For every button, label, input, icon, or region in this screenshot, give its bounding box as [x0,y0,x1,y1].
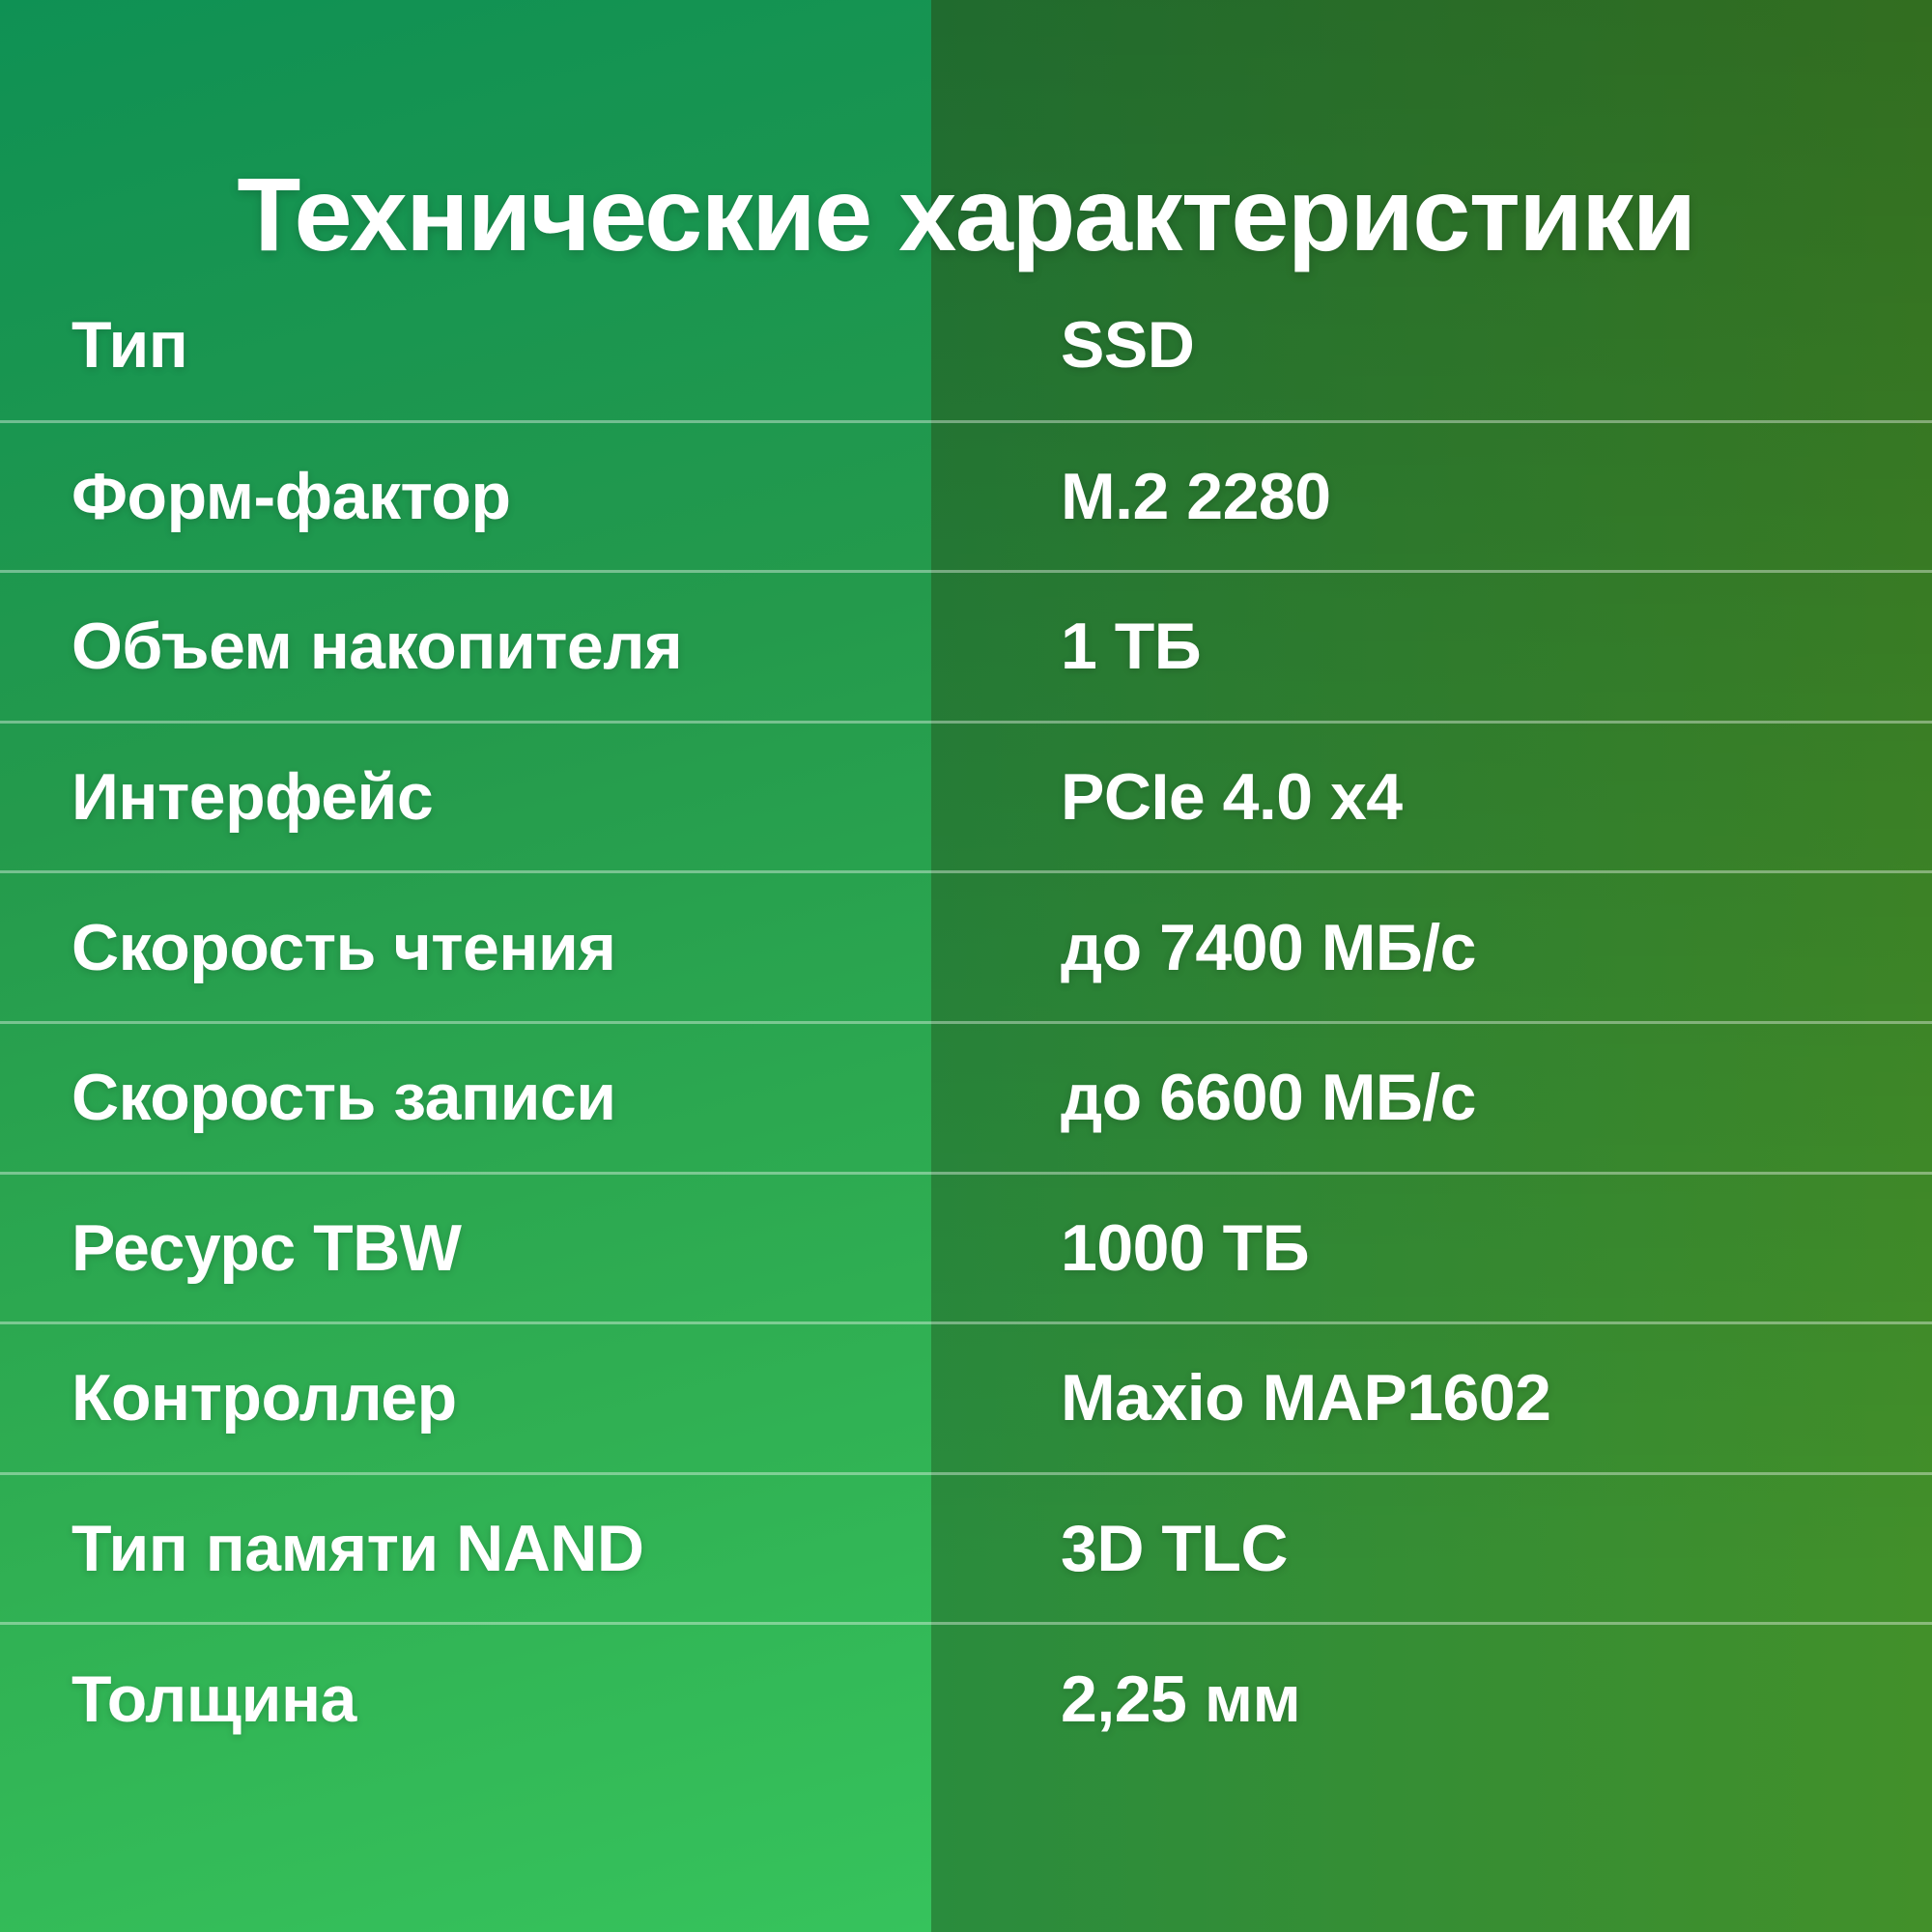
table-row: Контроллер Maxio MAP1602 [0,1321,1932,1472]
table-row: Ресурс TBW 1000 ТБ [0,1171,1932,1322]
row-value: 1000 ТБ [1061,1210,1310,1285]
background-right-panel [931,0,1932,1932]
row-value: 1 ТБ [1061,610,1202,684]
background-left-panel [0,0,931,1932]
row-value: PCIe 4.0 x4 [1061,760,1403,835]
row-label: Контроллер [71,1361,457,1435]
page-title: Технические характеристики [237,156,1696,273]
table-row: Тип памяти NAND 3D TLC [0,1471,1932,1623]
table-row: Форм-фактор M.2 2280 [0,419,1932,571]
table-row: Толщина 2,25 мм [0,1622,1932,1773]
table-row: Скорость чтения до 7400 МБ/с [0,870,1932,1021]
spec-table: Тип SSD Форм-фактор M.2 2280 Объем накоп… [0,270,1932,1773]
row-label: Толщина [71,1662,356,1736]
row-label: Тип памяти NAND [71,1512,644,1586]
table-row: Объем накопителя 1 ТБ [0,570,1932,721]
table-row: Интерфейс PCIe 4.0 x4 [0,720,1932,871]
row-value: SSD [1061,307,1195,382]
row-value: M.2 2280 [1061,459,1331,533]
row-label: Ресурс TBW [71,1210,462,1285]
row-label: Скорость чтения [71,910,616,984]
row-label: Скорость записи [71,1061,616,1135]
row-value: до 7400 МБ/с [1061,910,1477,984]
table-row: Скорость записи до 6600 МБ/с [0,1020,1932,1172]
row-value: 2,25 мм [1061,1662,1301,1736]
row-label: Тип [71,307,188,382]
row-label: Форм-фактор [71,459,511,533]
row-label: Объем накопителя [71,610,683,684]
row-value: Maxio MAP1602 [1061,1361,1551,1435]
row-label: Интерфейс [71,760,434,835]
table-row: Тип SSD [0,270,1932,420]
row-value: до 6600 МБ/с [1061,1061,1477,1135]
row-value: 3D TLC [1061,1512,1289,1586]
